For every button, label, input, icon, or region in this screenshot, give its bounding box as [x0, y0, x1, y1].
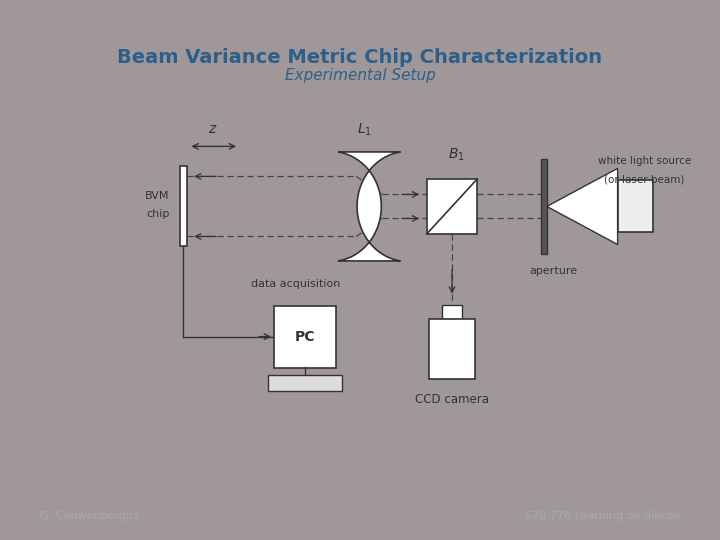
Bar — [429, 319, 475, 379]
Text: $B_1$: $B_1$ — [449, 146, 465, 163]
Text: $L_1$: $L_1$ — [357, 122, 372, 138]
Bar — [268, 375, 341, 390]
Text: (or laser beam): (or laser beam) — [604, 174, 685, 185]
Bar — [442, 305, 462, 319]
Text: z: z — [208, 123, 215, 137]
Text: G. Cauwenberghs: G. Cauwenberghs — [40, 511, 138, 521]
Text: chip: chip — [146, 210, 169, 219]
Polygon shape — [546, 168, 618, 245]
Text: data acquisition: data acquisition — [251, 279, 341, 288]
Text: BVM: BVM — [145, 191, 170, 201]
Bar — [541, 159, 546, 254]
Text: white light source: white light source — [598, 157, 691, 166]
FancyBboxPatch shape — [274, 306, 336, 368]
Text: 520.776 Learning on Silicon: 520.776 Learning on Silicon — [525, 511, 680, 521]
Polygon shape — [338, 152, 400, 261]
Bar — [427, 179, 477, 234]
Text: aperture: aperture — [529, 266, 577, 276]
Text: Beam Variance Metric Chip Characterization: Beam Variance Metric Chip Characterizati… — [117, 48, 603, 68]
Bar — [180, 166, 186, 246]
Text: Experimental Setup: Experimental Setup — [284, 68, 436, 83]
Bar — [618, 180, 652, 232]
Text: CCD camera: CCD camera — [415, 393, 489, 406]
Text: PC: PC — [294, 329, 315, 343]
